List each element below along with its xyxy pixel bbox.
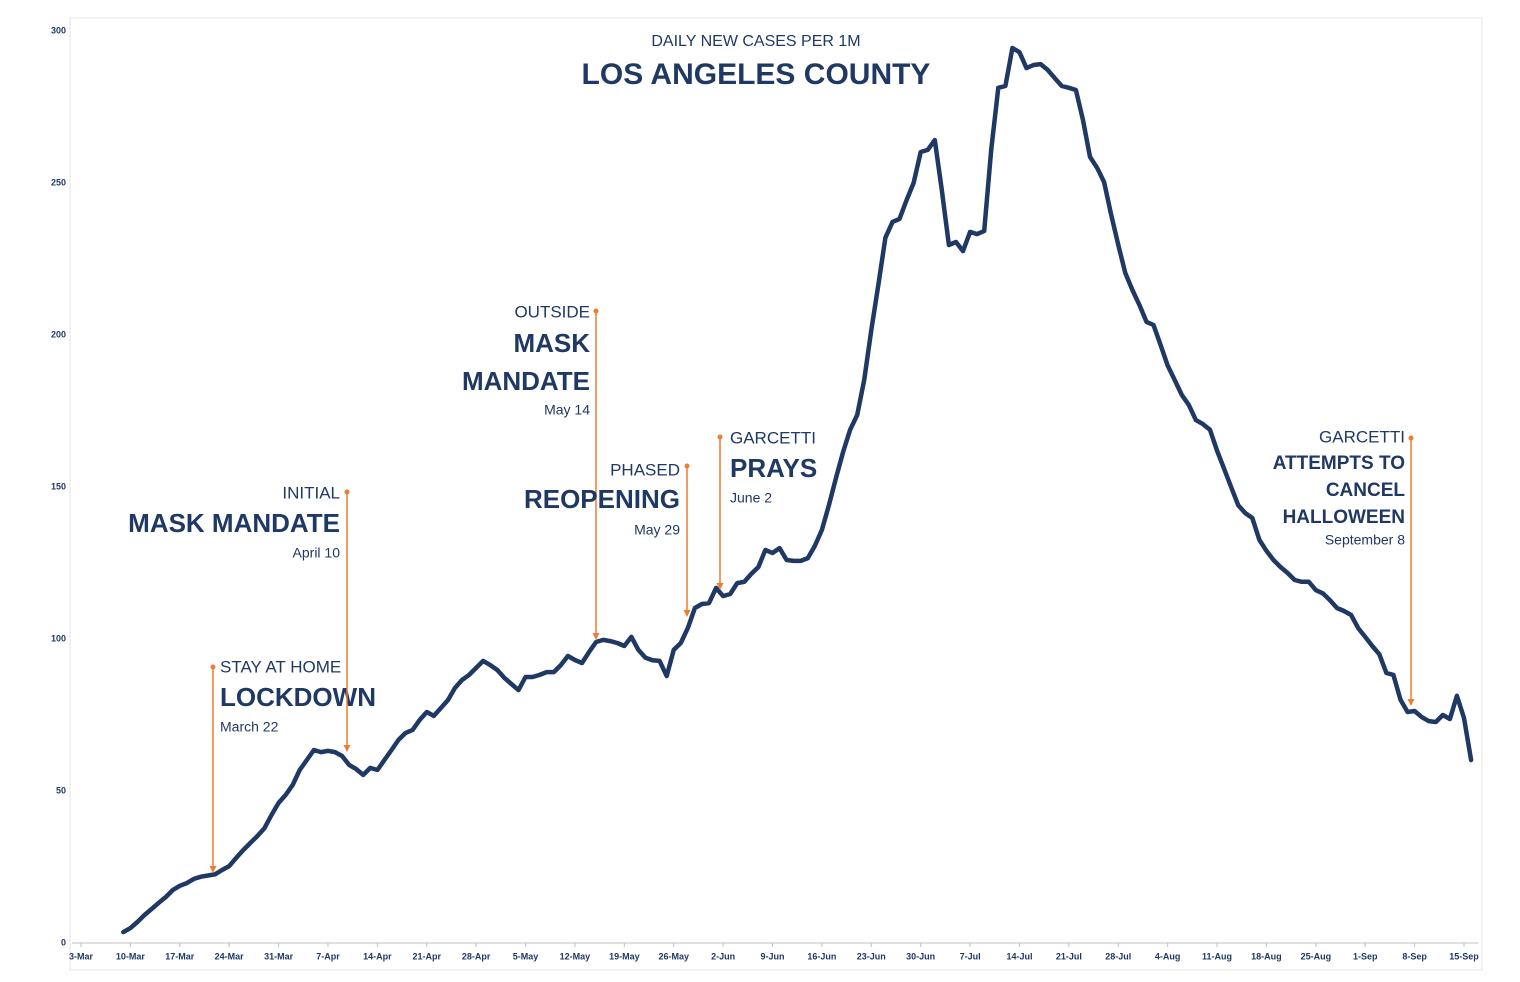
x-tick-label: 7-Apr (316, 951, 340, 961)
annotation-dot (210, 664, 216, 670)
y-tick-label: 300 (51, 25, 66, 35)
x-tick-label: 30-Jun (906, 951, 935, 961)
annotation-header: INITIAL (282, 483, 340, 502)
annotation-dot (344, 489, 350, 495)
annotation-dot (717, 434, 723, 440)
x-tick-label: 14-Apr (363, 951, 392, 961)
x-tick-label: 23-Jun (857, 951, 886, 961)
annotation-arrowhead (683, 610, 691, 617)
x-tick-label: 19-May (609, 951, 640, 961)
x-tick-label: 21-Apr (412, 951, 441, 961)
x-tick-label: 14-Jul (1006, 951, 1032, 961)
x-tick-label: 17-Mar (165, 951, 195, 961)
x-tick-label: 26-May (658, 951, 689, 961)
x-tick-label: 16-Jun (807, 951, 836, 961)
annotation-date: September 8 (1325, 532, 1405, 548)
annotation-headline: MASK (513, 328, 590, 358)
x-tick-label: 31-Mar (264, 951, 294, 961)
annotation-header: PHASED (610, 460, 680, 479)
annotation-headline: CANCEL (1326, 480, 1406, 501)
y-tick-label: 250 (51, 177, 66, 187)
annotation-header: GARCETTI (1319, 427, 1405, 446)
y-tick-label: 200 (51, 329, 66, 339)
x-tick-label: 25-Aug (1301, 951, 1332, 961)
x-tick-label: 10-Mar (116, 951, 146, 961)
annotation-dot (684, 463, 690, 469)
annotation-arrowhead (209, 866, 217, 873)
y-tick-label: 50 (56, 785, 66, 795)
x-tick-label: 28-Jul (1105, 951, 1131, 961)
x-tick-label: 18-Aug (1251, 951, 1282, 961)
annotation-dot (1408, 435, 1414, 441)
annotation-headline: HALLOWEEN (1283, 507, 1405, 528)
annotation-date: May 14 (544, 402, 590, 418)
x-tick-label: 8-Sep (1402, 951, 1427, 961)
y-tick-label: 0 (61, 937, 66, 947)
annotation-arrowhead (343, 745, 351, 752)
x-tick-label: 11-Aug (1202, 951, 1232, 961)
annotation-arrowhead (1407, 699, 1415, 706)
annotation-headline: MASK MANDATE (128, 508, 340, 538)
x-tick-label: 12-May (560, 951, 591, 961)
annotation-arrowhead (716, 583, 724, 590)
annotation-dot (593, 308, 599, 314)
annotation-headline: PRAYS (730, 453, 817, 483)
x-tick-label: 21-Jul (1056, 951, 1082, 961)
x-tick-label: 28-Apr (462, 951, 491, 961)
chart-title: LOS ANGELES COUNTY (582, 58, 931, 91)
annotation-header: STAY AT HOME (220, 657, 341, 676)
annotation-arrowhead (592, 633, 600, 640)
annotation-headline: MANDATE (462, 366, 590, 396)
x-tick-label: 4-Aug (1155, 951, 1181, 961)
plot-frame (69, 17, 1483, 971)
annotation-headline: LOCKDOWN (220, 682, 376, 712)
x-tick-label: 15-Sep (1449, 951, 1479, 961)
x-tick-label: 7-Jul (960, 951, 981, 961)
annotation-date: May 29 (634, 522, 680, 538)
annotation-date: April 10 (293, 545, 341, 561)
annotation-date: March 22 (220, 719, 279, 735)
y-tick-label: 150 (51, 481, 66, 491)
data-line (121, 45, 1474, 935)
chart-subtitle: DAILY NEW CASES PER 1M (651, 33, 860, 50)
x-tick-label: 9-Jun (760, 951, 784, 961)
x-tick-label: 1-Sep (1353, 951, 1378, 961)
annotation-header: GARCETTI (730, 428, 816, 447)
annotation-header: OUTSIDE (514, 302, 590, 321)
annotation-date: June 2 (730, 490, 772, 506)
x-tick-label: 3-Mar (69, 951, 94, 961)
x-tick-label: 2-Jun (711, 951, 735, 961)
annotation-headline: ATTEMPTS TO (1273, 453, 1405, 474)
x-tick-label: 24-Mar (215, 951, 245, 961)
x-tick-label: 5-May (513, 951, 539, 961)
annotation-headline: REOPENING (524, 484, 680, 514)
y-tick-label: 100 (51, 633, 66, 643)
